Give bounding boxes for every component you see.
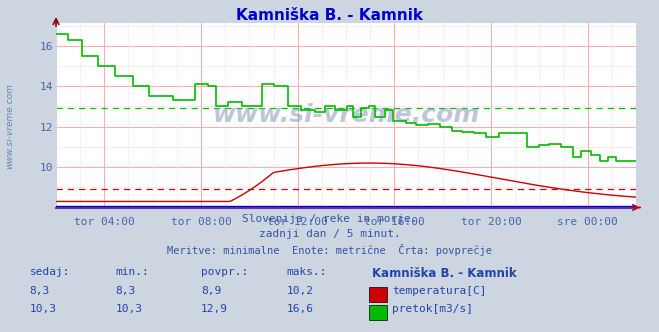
Text: temperatura[C]: temperatura[C] — [392, 286, 486, 295]
Text: Slovenija / reke in morje.: Slovenija / reke in morje. — [242, 214, 417, 224]
Text: www.si-vreme.com: www.si-vreme.com — [5, 83, 14, 169]
Text: Kamniška B. - Kamnik: Kamniška B. - Kamnik — [236, 8, 423, 23]
Text: 8,9: 8,9 — [201, 286, 221, 295]
Text: 16,6: 16,6 — [287, 304, 314, 314]
Text: 8,3: 8,3 — [115, 286, 136, 295]
Text: min.:: min.: — [115, 267, 149, 277]
Text: 10,3: 10,3 — [30, 304, 57, 314]
Text: Meritve: minimalne  Enote: metrične  Črta: povprečje: Meritve: minimalne Enote: metrične Črta:… — [167, 244, 492, 256]
Text: sedaj:: sedaj: — [30, 267, 70, 277]
Text: Kamniška B. - Kamnik: Kamniška B. - Kamnik — [372, 267, 517, 280]
Text: zadnji dan / 5 minut.: zadnji dan / 5 minut. — [258, 229, 401, 239]
Text: maks.:: maks.: — [287, 267, 327, 277]
Text: pretok[m3/s]: pretok[m3/s] — [392, 304, 473, 314]
Text: 10,3: 10,3 — [115, 304, 142, 314]
Text: povpr.:: povpr.: — [201, 267, 248, 277]
Text: 8,3: 8,3 — [30, 286, 50, 295]
Text: www.si-vreme.com: www.si-vreme.com — [212, 103, 480, 126]
Text: 10,2: 10,2 — [287, 286, 314, 295]
Text: 12,9: 12,9 — [201, 304, 228, 314]
